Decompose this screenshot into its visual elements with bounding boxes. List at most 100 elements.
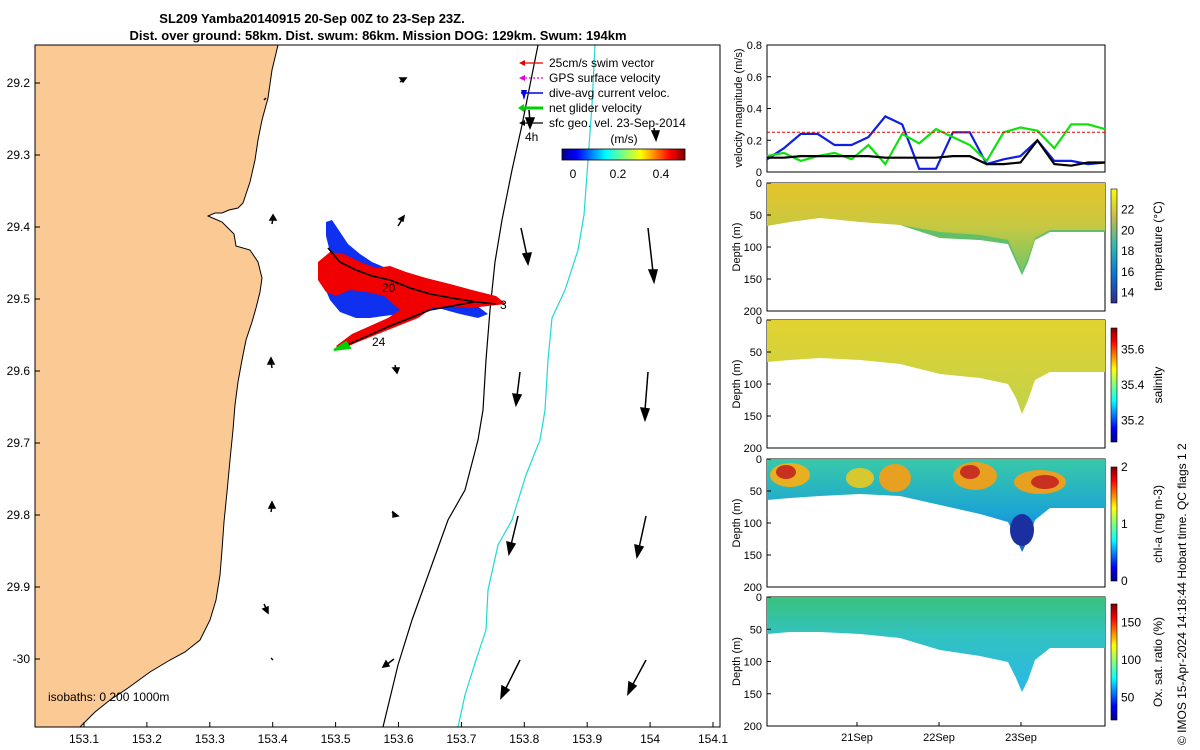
legend-swim-vector: 25cm/s swim vector [519, 56, 654, 70]
colorbar-tick-label: 50 [1121, 691, 1135, 705]
colorbar-tick-label: 100 [1121, 653, 1141, 667]
section-y-tick-label: 50 [750, 624, 762, 636]
title-line-1: SL209 Yamba20140915 20-Sep 00Z to 23-Sep… [159, 11, 464, 26]
copyright-footer: © IMOS 15-Apr-2024 14:18:44 Hobart time.… [1175, 443, 1189, 745]
velocity-y-tick-label: 0.6 [747, 72, 762, 84]
section-y-tick-label: 200 [744, 443, 762, 455]
map-x-tick-label: 153.1 [69, 732, 99, 746]
section-y-tick-label: 150 [744, 411, 762, 423]
section-y-tick-label: 0 [756, 315, 762, 327]
geo-arrow [639, 371, 651, 423]
geo-arrow [511, 371, 523, 408]
section-ylabel: Depth (m) [731, 499, 743, 548]
geo-arrow [500, 659, 521, 700]
map-y-tick-label: 29.4 [7, 220, 31, 234]
chl-patch [776, 465, 796, 479]
geo-arrow [650, 127, 661, 143]
velocity-axes-frame [766, 44, 1106, 173]
map-axes-frame [34, 44, 721, 728]
map-x-tick-label: 153.6 [383, 732, 413, 746]
colorbar-tick: 0 [570, 167, 577, 181]
time-x-tick-label: 23Sep [1005, 732, 1037, 744]
legend-label: net glider velocity [549, 101, 642, 115]
track-label-20: 20 [382, 281, 396, 295]
coastline-land [34, 44, 279, 728]
colorbar-unit: (m/s) [610, 132, 637, 146]
isobath-1000m [457, 44, 596, 728]
time-x-tick-label: 21Sep [841, 732, 873, 744]
section-y-tick-label: 100 [744, 657, 762, 669]
velocity-series-line [767, 138, 1105, 167]
section-y-tick-label: 50 [750, 347, 762, 359]
colorbar-tick-label: 35.2 [1121, 414, 1145, 428]
velocity-y-tick-label: 0.8 [747, 40, 762, 52]
geo-arrow [520, 227, 533, 267]
map-y-tick-label: -30 [13, 652, 31, 666]
legend-label: GPS surface velocity [549, 71, 660, 85]
colorbar-tick: 0.4 [653, 167, 670, 181]
isobaths-label: isobaths: 0 200 1000m [48, 690, 169, 704]
section-y-tick-label: 0 [756, 592, 762, 604]
map-y-tick-label: 29.5 [7, 292, 31, 306]
chlorophyll-colorbar [1110, 466, 1118, 582]
map-legend: 25cm/s swim vector GPS surface velocity … [518, 56, 686, 130]
colorbar-tick-label: 150 [1121, 616, 1141, 630]
geo-arrow [266, 356, 276, 369]
section-axes: 0 50 100 150 200 Depth (m) 0 50 100 150 200 Depth (… [731, 178, 1037, 744]
map-x-tick-label: 153.7 [446, 732, 476, 746]
section-y-tick-label: 200 [744, 582, 762, 594]
colorbar-label: Ox. sat. ratio (%) [1151, 617, 1165, 707]
geo-velocity-arrows [261, 77, 661, 700]
map-x-tick-label: 153.4 [258, 732, 288, 746]
map-y-tick-label: 29.2 [7, 76, 31, 90]
section-y-tick-label: 100 [744, 518, 762, 530]
chl-patch [879, 464, 911, 492]
velocity-y-tick-label: 0.2 [747, 135, 762, 147]
map-x-tick-label: 153.5 [321, 732, 351, 746]
legend-current-velocity: dive-avg current veloc. [521, 86, 670, 100]
chlorophyll-panel [766, 458, 1106, 588]
track-label-3: 3 [500, 298, 507, 312]
section-y-tick-label: 150 [744, 689, 762, 701]
geo-arrow [506, 515, 519, 557]
geo-arrow [634, 515, 647, 560]
colorbar-tick-label: 0 [1121, 574, 1128, 588]
section-ylabel: Depth (m) [731, 360, 743, 409]
velocity-y-axis: 0 0.2 0.4 0.6 0.8 [747, 40, 771, 179]
map-y-axis: 29.2 29.3 29.4 29.5 29.6 29.7 29.8 29.9 -30 [7, 76, 40, 666]
map-panel: 20 3 24 4h [7, 44, 728, 746]
section-y-tick-label: 0 [756, 454, 762, 466]
map-x-tick-label: 154 [640, 732, 660, 746]
salinity-section [767, 320, 1105, 414]
map-y-tick-label: 29.6 [7, 364, 31, 378]
velocity-y-tick-label: 0.4 [747, 104, 762, 116]
velocity-y-tick-label: 0 [756, 167, 762, 179]
map-x-tick-label: 154.1 [698, 732, 728, 746]
geo-arrow [270, 657, 274, 661]
section-y-tick-label: 50 [750, 486, 762, 498]
colorbar-tick-label: 35.6 [1121, 342, 1145, 356]
velocity-panel: 0 0.2 0.4 0.6 0.8 velocity magnitude (m/s) [733, 40, 1106, 179]
section-y-tick-label: 200 [744, 721, 762, 733]
track-label-24: 24 [372, 335, 386, 349]
net-glider-velocity [333, 340, 352, 351]
colorbar-tick-label: 2 [1121, 460, 1128, 474]
temperature-panel [766, 182, 1106, 312]
temperature-section [767, 183, 1105, 275]
map-x-tick-label: 153.3 [195, 732, 225, 746]
oxygen-colorbar [1110, 603, 1118, 721]
temperature-deep-layer [900, 225, 1105, 275]
colorbar-tick: 0.2 [610, 167, 627, 181]
colorbar-tick-label: 18 [1121, 244, 1135, 258]
colorbar-tick-label: 22 [1121, 203, 1135, 217]
chl-patch [1010, 514, 1034, 546]
oxygen-panel [766, 596, 1106, 727]
speed-colorbar [561, 148, 686, 161]
map-y-tick-label: 29.8 [7, 508, 31, 522]
legend-label: sfc geo. vel. 23-Sep-2014 [549, 116, 686, 130]
chlorophyll-high-patches [770, 462, 1066, 546]
geo-arrow [397, 214, 406, 227]
legend-net-velocity: net glider velocity [518, 101, 642, 115]
colorbar-tick-label: 16 [1121, 265, 1135, 279]
